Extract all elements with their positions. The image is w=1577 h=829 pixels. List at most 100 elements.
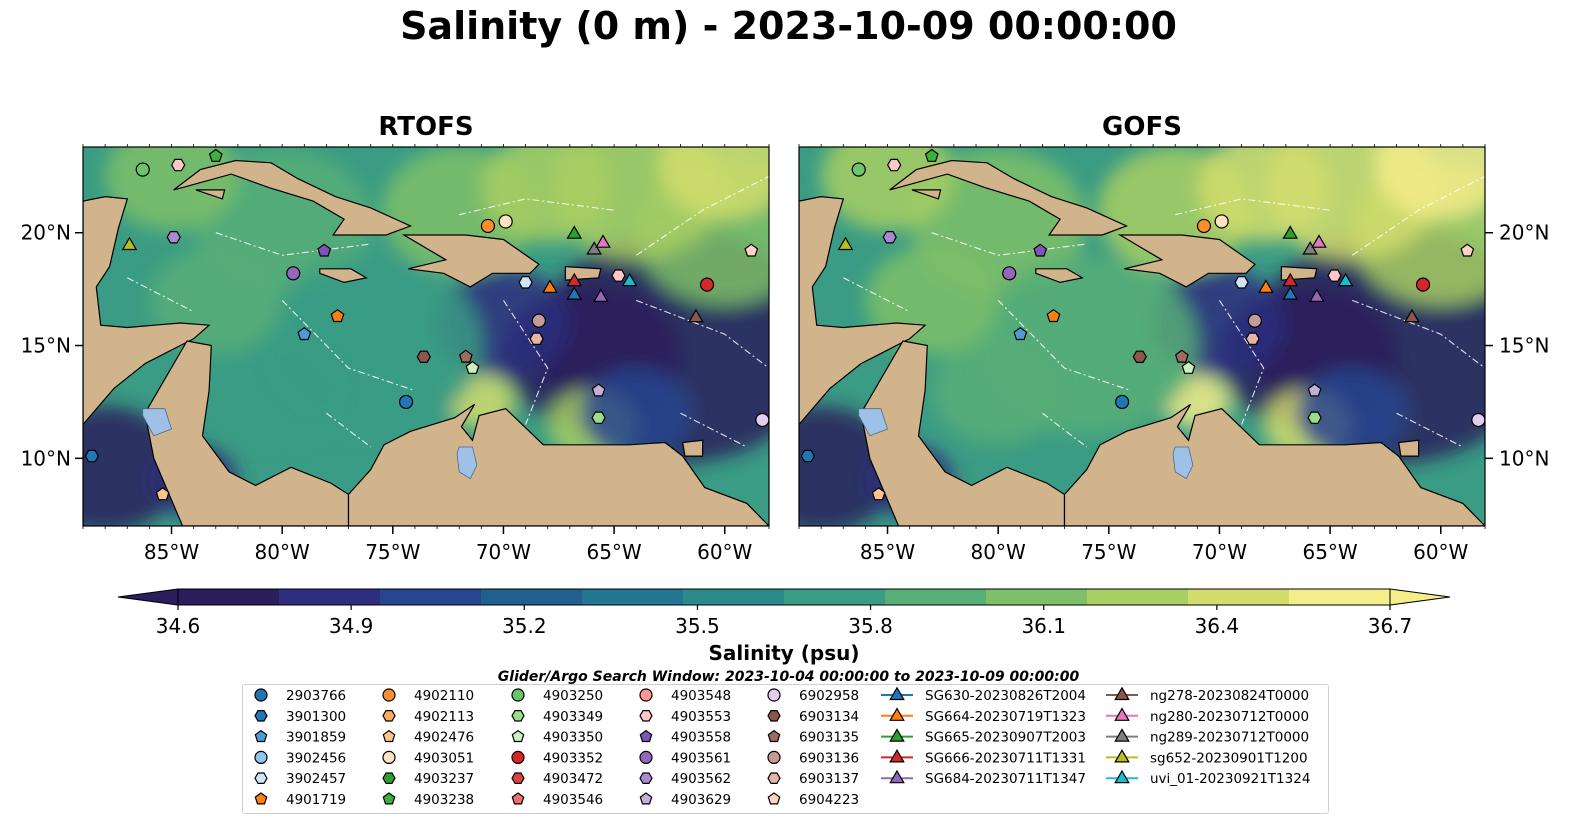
legend-marker xyxy=(382,772,396,785)
legend-label: ng278-20230824T0000 xyxy=(1150,688,1309,704)
observation-marker xyxy=(208,148,223,162)
colorbar-segment xyxy=(986,589,1021,605)
legend-marker xyxy=(767,688,781,702)
observation-marker xyxy=(837,236,854,251)
legend-title: Glider/Argo Search Window: 2023-10-04 00… xyxy=(497,669,1080,685)
colorbar-segment xyxy=(615,589,650,605)
colorbar-segment xyxy=(245,589,280,605)
x-tick-label: 60°W xyxy=(1413,540,1468,564)
colorbar-tick-label: 36.1 xyxy=(1021,614,1066,638)
legend-item: 4902113 xyxy=(382,709,474,725)
colorbar-segment xyxy=(380,589,415,605)
legend-marker xyxy=(511,710,525,722)
observation-marker xyxy=(1307,411,1322,424)
colorbar-segment xyxy=(346,589,381,605)
observation-marker xyxy=(699,277,715,292)
legend-marker xyxy=(1114,769,1130,784)
observation-marker xyxy=(1002,266,1017,281)
boundary-lines xyxy=(127,175,769,448)
observation-marker xyxy=(542,279,558,293)
observation-marker xyxy=(1311,234,1327,248)
lake xyxy=(858,408,888,437)
y-tick-label: 20°N xyxy=(1499,221,1549,245)
legend-canvas: 2903766 3901300 3901859 3902456 3902457 49017… xyxy=(254,686,1310,808)
land xyxy=(1035,268,1084,284)
observation-marker xyxy=(1460,243,1475,257)
boundary-lines xyxy=(843,175,1485,448)
observation-marker xyxy=(591,383,606,397)
map-frame xyxy=(82,146,770,527)
land xyxy=(1280,265,1318,281)
boundary-line xyxy=(1042,412,1088,448)
legend-item: 4903558 xyxy=(639,730,731,746)
legend-label: SG664-20230719T1323 xyxy=(925,709,1086,725)
legend-marker xyxy=(382,688,396,702)
legend-label: 4903629 xyxy=(671,792,731,808)
colorbar-segment xyxy=(447,589,482,605)
observation-marker xyxy=(621,272,638,287)
legend-label: SG630-20230826T2004 xyxy=(925,688,1086,704)
legend-item: sg652-20230901T1200 xyxy=(1106,749,1308,766)
observation-marker xyxy=(458,349,473,363)
observation-marker xyxy=(1234,276,1249,289)
observation-marker xyxy=(1114,394,1130,410)
observation-marker xyxy=(171,158,186,172)
colorbar-segment xyxy=(750,589,785,605)
land xyxy=(144,340,350,526)
legend-marker xyxy=(254,688,268,702)
legend-marker xyxy=(1114,686,1130,701)
colorbar-segment xyxy=(1188,589,1223,605)
observation-marker xyxy=(1132,350,1147,363)
observation-marker xyxy=(1309,288,1325,302)
legend-item: 4903548 xyxy=(639,688,731,704)
observation-marker xyxy=(297,326,312,341)
observation-marker xyxy=(498,214,513,229)
land xyxy=(1398,439,1420,457)
observation-marker xyxy=(851,162,866,177)
map-axes: 85°W 80°W 75°W 70°W 65°W 60°W 10°N 15°N 20°N xyxy=(798,144,1549,564)
observation-marker xyxy=(529,332,544,345)
colorbar-segment xyxy=(481,589,516,605)
legend-marker xyxy=(254,772,268,785)
colorbar-segment xyxy=(178,589,213,605)
y-tick-label: 15°N xyxy=(21,334,71,358)
colorbar-segment xyxy=(1289,589,1324,605)
observation-marker xyxy=(1196,218,1212,234)
legend-marker xyxy=(511,688,525,702)
land xyxy=(1063,403,1485,526)
land xyxy=(799,195,927,526)
observation-marker xyxy=(416,350,431,363)
legend-label: SG666-20230711T1331 xyxy=(925,750,1086,766)
legend-label: 4903250 xyxy=(543,688,603,704)
map-axes: 85°W 80°W 75°W 70°W 65°W 60°W 10°N 15°N 20°N xyxy=(21,144,770,564)
colorbar-segment xyxy=(1221,589,1256,605)
legend-label: 6902958 xyxy=(799,688,859,704)
colorbar-segment xyxy=(918,589,953,605)
observation-marker xyxy=(887,158,902,172)
legend-item: 4903561 xyxy=(639,750,731,766)
colorbar-segment xyxy=(1356,589,1391,605)
legend-item: 6903134 xyxy=(767,709,859,725)
legend-item: 4903349 xyxy=(511,709,603,725)
colorbar-segment xyxy=(413,589,448,605)
observation-marker xyxy=(595,234,611,248)
colorbar-segment xyxy=(312,589,347,605)
legend-item: 3901859 xyxy=(254,730,346,746)
lake xyxy=(142,408,172,437)
x-tick-label: 80°W xyxy=(255,540,310,564)
legend-label: 3901859 xyxy=(286,730,346,746)
legend-label: 4903349 xyxy=(543,709,603,725)
legend-marker xyxy=(382,710,396,722)
legend-marker xyxy=(639,772,653,785)
observation-marker xyxy=(1337,272,1354,287)
colorbar-segment xyxy=(683,589,718,605)
legend-item: ng289-20230712T0000 xyxy=(1106,728,1309,746)
observation-marker xyxy=(1471,412,1485,428)
land xyxy=(682,439,704,457)
colorbar-segment xyxy=(649,589,684,605)
observation-marker xyxy=(465,360,480,374)
observation-marker xyxy=(1282,225,1299,239)
observation-marker xyxy=(1181,360,1196,374)
legend-marker xyxy=(382,792,396,805)
